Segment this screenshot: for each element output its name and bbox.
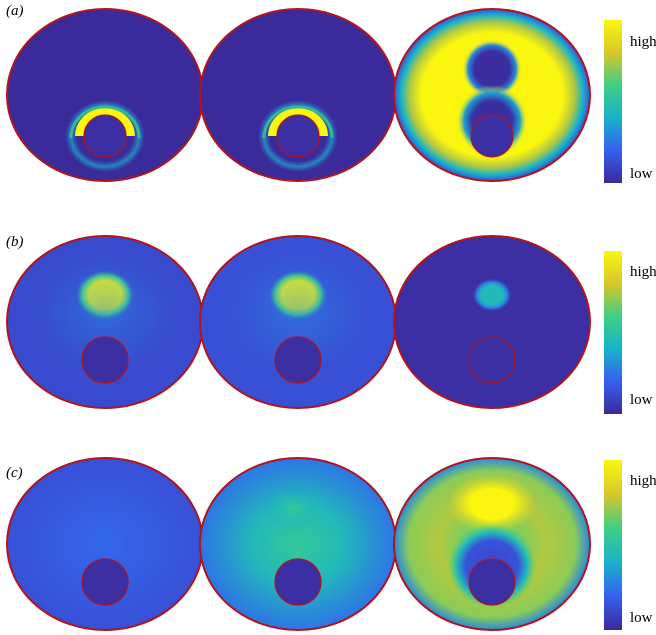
panel — [199, 235, 397, 409]
colorbar-low-label: low — [630, 610, 653, 626]
hotspot-blob — [472, 278, 512, 312]
colorbar-a: high low — [604, 20, 656, 183]
colorbar-gradient — [604, 20, 622, 183]
colorbar-low-label: low — [630, 392, 653, 408]
colorbar-low-label: low — [630, 166, 653, 182]
inclusion — [468, 558, 516, 606]
panel — [6, 235, 204, 409]
panel — [393, 8, 591, 182]
colorbar-gradient — [604, 460, 622, 630]
panel — [199, 457, 397, 631]
inclusion — [468, 336, 516, 384]
hotspot-diffuse — [263, 487, 323, 531]
domain-outline — [393, 8, 591, 182]
colorbar-high-label: high — [630, 264, 656, 280]
domain-outline — [393, 457, 591, 631]
inclusion — [81, 558, 129, 606]
colorbar-b: high low — [604, 251, 656, 414]
colorbar-c: high low — [604, 460, 656, 630]
inclusion — [81, 336, 129, 384]
row-b: (b) high low — [6, 234, 656, 414]
panel — [6, 8, 204, 182]
panel — [199, 8, 397, 182]
panel-label-b: (b) — [6, 234, 24, 250]
inclusion — [274, 558, 322, 606]
domain-field — [394, 236, 590, 408]
row-a: (a) high low — [6, 3, 656, 183]
cold-region — [462, 39, 522, 99]
row-c: (c) high low — [6, 457, 656, 631]
domain-field — [200, 9, 396, 181]
panel-label-c: (c) — [6, 465, 23, 481]
hotspot-top — [447, 474, 537, 534]
panel — [6, 457, 204, 631]
hotspot-arc — [75, 108, 135, 136]
hotspot-arc — [268, 108, 328, 136]
panel-label-a: (a) — [6, 3, 24, 19]
colorbar-high-label: high — [630, 473, 656, 489]
inclusion — [470, 114, 514, 158]
panel — [393, 457, 591, 631]
domain-outline — [393, 235, 591, 409]
colorbar-gradient — [604, 251, 622, 414]
panel — [393, 235, 591, 409]
inclusion — [276, 114, 320, 158]
inclusion — [83, 114, 127, 158]
domain-field — [7, 9, 203, 181]
colorbar-high-label: high — [630, 34, 656, 50]
inclusion — [274, 336, 322, 384]
